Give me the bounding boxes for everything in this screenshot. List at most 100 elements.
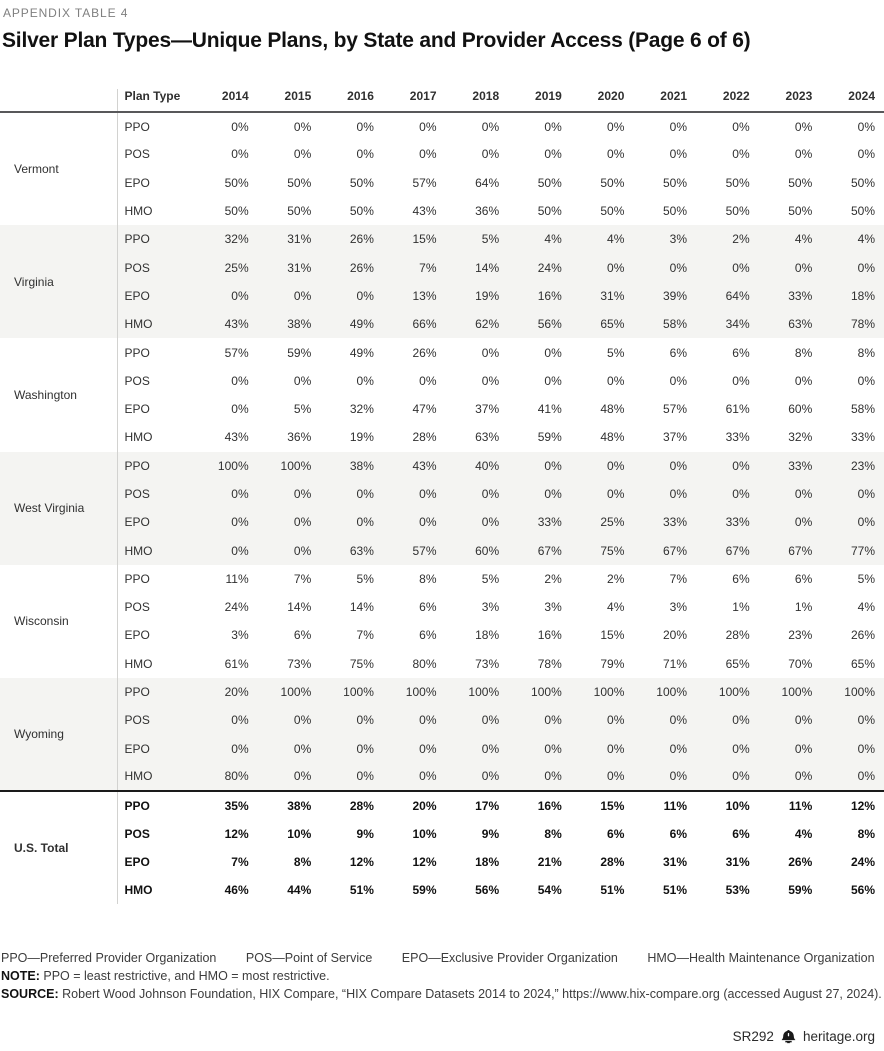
value-cell-2024: 0% — [821, 479, 884, 509]
value-cell-2016: 0% — [320, 734, 383, 763]
value-cell-2024: 100% — [821, 677, 884, 707]
value-cell-2014: 0% — [195, 536, 258, 565]
value-cell-2024: 8% — [857, 345, 875, 360]
table-row: HMO 50% 50% 50% 43% 36% 50% 50% 50% 50% 50% 50% — [0, 197, 884, 225]
value-cell-2018: 5% — [445, 225, 509, 254]
value-cell-2017: 0% — [382, 762, 446, 792]
value-cell-2022: 67% — [696, 536, 759, 565]
value-cell-2022: 50% — [725, 175, 750, 190]
value-cell-2022: 1% — [732, 600, 750, 615]
value-cell-2015: 8% — [293, 854, 312, 869]
value-cell-2014: 50% — [224, 175, 249, 190]
value-cell-2014: 57% — [224, 345, 249, 360]
table-row: EPO 3% 6% 7% 6% 18% 16% 15% 20% 28% 23% 26% — [0, 621, 884, 649]
legend-pos: POS—Point of Service — [245, 951, 373, 966]
value-cell-2016: 63% — [320, 536, 383, 565]
plan-type-cell: POS — [117, 479, 195, 509]
year-header-2014: 2014 — [195, 89, 258, 113]
plan-type-cell: HMO — [117, 536, 195, 565]
value-cell-2024: 58% — [850, 402, 875, 417]
value-cell-2017: 20% — [382, 790, 446, 820]
publisher-site: heritage.org — [802, 1029, 875, 1044]
value-cell-2016: 26% — [320, 225, 383, 254]
value-cell-2014: 0% — [195, 734, 258, 763]
value-cell-2017: 100% — [382, 677, 446, 707]
value-cell-2018: 62% — [445, 310, 509, 339]
legend-hmo: HMO—Health Maintenance Organization — [647, 951, 875, 966]
value-cell-2020: 0% — [570, 253, 634, 282]
value-cell-2024: 78% — [821, 310, 884, 339]
table-eyebrow: APPENDIX TABLE 4 — [3, 6, 129, 20]
value-cell-2020: 4% — [570, 225, 634, 254]
value-cell-2016: 9% — [356, 826, 374, 841]
state-name-cell: Virginia — [0, 225, 118, 339]
value-cell-2023: 50% — [788, 175, 813, 190]
plan-type-cell: PPO — [117, 225, 195, 254]
year-header-2019: 2019 — [508, 89, 571, 113]
value-cell-2016: 0% — [320, 762, 383, 792]
table-row: U.S. Total PPO 35% 38% 28% 20% 17% 16% 15% 11% 10%… — [0, 790, 884, 905]
value-cell-2016: 5% — [356, 571, 374, 586]
value-cell-2016: 0% — [320, 281, 383, 311]
plan-type-cell: HMO — [124, 656, 153, 671]
value-cell-2016: 14% — [349, 600, 374, 615]
value-cell-2019: 0% — [508, 762, 571, 792]
value-cell-2019: 16% — [537, 628, 562, 643]
value-cell-2020: 15% — [600, 628, 625, 643]
value-cell-2021: 6% — [669, 826, 687, 841]
value-cell-2020: 6% — [607, 826, 625, 841]
year-header-2016: 2016 — [320, 89, 383, 113]
footnotes: PPO—Preferred Provider Organization POS—… — [0, 949, 884, 1003]
plan-type-cell: PPO — [117, 790, 195, 820]
plan-type-cell: PPO — [117, 451, 195, 480]
value-cell-2019: 21% — [537, 854, 562, 869]
value-cell-2022: 61% — [725, 402, 750, 417]
value-cell-2022: 0% — [696, 762, 759, 792]
value-cell-2024: 8% — [857, 826, 875, 841]
value-cell-2017: 0% — [382, 508, 446, 537]
value-cell-2019: 8% — [544, 826, 562, 841]
value-cell-2022: 6% — [732, 345, 750, 360]
value-cell-2015: 36% — [287, 430, 312, 445]
value-cell-2016: 0% — [356, 373, 374, 388]
value-cell-2019: 0% — [508, 706, 571, 735]
value-cell-2024: 4% — [857, 600, 875, 615]
table-row: POS 24% 14% 14% 6% 3% 3% 4% 3% 1% 1% 4% — [0, 593, 884, 621]
value-cell-2022: 0% — [696, 479, 759, 509]
value-cell-2022: 34% — [696, 310, 759, 339]
plan-type-cell: POS — [124, 600, 150, 615]
table-row: HMO 43% 38% 49% 66% 62% 56% 65% 58% 34% 63% 78% — [0, 310, 884, 339]
value-cell-2018: 40% — [445, 451, 509, 480]
value-cell-2020: 0% — [570, 734, 634, 763]
value-cell-2014: 24% — [224, 600, 249, 615]
value-cell-2024: 50% — [850, 204, 875, 219]
value-cell-2023: 26% — [788, 854, 813, 869]
value-cell-2016: 0% — [356, 147, 374, 162]
value-cell-2020: 4% — [607, 600, 625, 615]
value-cell-2024: 77% — [821, 536, 884, 565]
value-cell-2023: 63% — [758, 310, 822, 339]
state-name-cell: Vermont — [0, 112, 118, 226]
value-cell-2017: 0% — [382, 479, 446, 509]
value-cell-2019: 54% — [537, 883, 562, 898]
value-cell-2024: 5% — [857, 571, 875, 586]
value-cell-2021: 50% — [662, 204, 687, 219]
value-cell-2015: 31% — [257, 225, 321, 254]
value-cell-2015: 5% — [293, 402, 312, 417]
value-cell-2015: 0% — [257, 281, 321, 311]
plan-type-cell: EPO — [124, 628, 150, 643]
value-cell-2019: 41% — [537, 402, 562, 417]
value-cell-2024: 26% — [850, 628, 875, 643]
value-cell-2017: 66% — [382, 310, 446, 339]
value-cell-2024: 0% — [821, 762, 884, 792]
value-cell-2018: 60% — [445, 536, 509, 565]
table-row: POS 0% 0% 0% 0% 0% 0% 0% 0% 0% 0% 0% — [0, 140, 884, 168]
value-cell-2024: 0% — [857, 119, 875, 134]
value-cell-2019: 0% — [544, 119, 562, 134]
value-cell-2023: 0% — [794, 147, 813, 162]
plan-type-cell: POS — [124, 147, 150, 162]
table-row: EPO 0% 0% 0% 0% 0% 33% 25% 33% 33% 0% 0% — [0, 508, 884, 537]
value-cell-2023: 4% — [758, 225, 822, 254]
value-cell-2019: 0% — [544, 345, 562, 360]
value-cell-2024: 0% — [821, 253, 884, 282]
